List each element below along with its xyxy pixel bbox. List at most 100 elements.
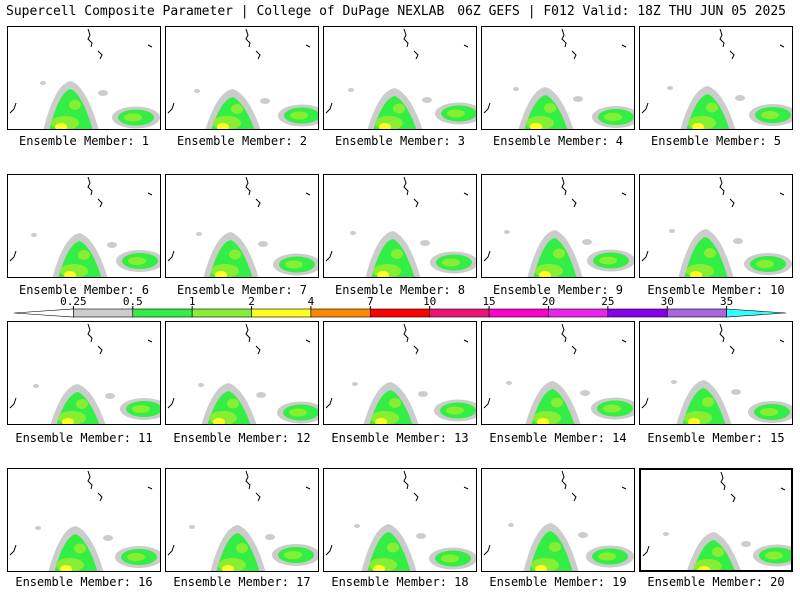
map-canvas	[483, 176, 634, 277]
ensemble-member-label: Ensemble Member: 5	[650, 134, 782, 148]
ensemble-member-map[interactable]	[165, 26, 319, 130]
colorbar-tick-label: 25	[601, 296, 614, 308]
colorbar-tick-label: 7	[367, 296, 374, 308]
scp-contour-low	[348, 88, 354, 92]
scp-contour-low	[671, 380, 677, 384]
scp-contour-yellow	[537, 418, 549, 424]
scp-contour-yellow	[539, 271, 551, 277]
coastline	[463, 339, 469, 343]
scp-contour-low	[741, 541, 751, 547]
ensemble-member-map[interactable]	[639, 174, 793, 278]
ensemble-member-label: Ensemble Member: 7	[176, 283, 308, 297]
scp-contour-lightgreen	[756, 260, 774, 268]
scp-contour-yellow	[377, 271, 389, 277]
scp-contour-lightgreen	[441, 554, 459, 563]
ensemble-member-map[interactable]	[639, 26, 793, 130]
scp-contour-lightgreen	[544, 103, 556, 113]
ensemble-member-map[interactable]	[323, 26, 477, 130]
scp-contour-low	[416, 533, 426, 539]
scp-contour-lightgreen	[231, 104, 243, 114]
scp-contour-lightgreen	[284, 551, 302, 559]
coastline	[167, 544, 175, 556]
ensemble-member-map[interactable]	[7, 468, 161, 572]
map-canvas	[9, 470, 160, 571]
coastline	[97, 50, 103, 60]
ensemble-member-label: Ensemble Member: 2	[176, 134, 308, 148]
ensemble-member-map[interactable]	[165, 468, 319, 572]
coastline	[325, 102, 333, 114]
scp-contour-lightgreen	[704, 248, 716, 258]
scp-contour-lightgreen	[761, 111, 779, 119]
scp-contour-lightgreen	[289, 408, 307, 417]
header-run-info: 06Z GEFS | F012 Valid: 18Z THU JUN 05 20…	[457, 4, 786, 19]
scp-contour-low	[733, 238, 743, 244]
ensemble-member-map[interactable]	[165, 174, 319, 278]
scp-contour-yellow	[222, 565, 234, 571]
map-canvas	[9, 323, 160, 424]
ensemble-member-label: Ensemble Member: 9	[492, 283, 624, 297]
ensemble-member-map[interactable]	[7, 174, 161, 278]
coastline	[255, 198, 261, 208]
ensemble-member-map[interactable]	[323, 321, 477, 425]
ensemble-member-map[interactable]	[7, 26, 161, 130]
ensemble-member-map[interactable]	[481, 321, 635, 425]
scp-contour-low	[667, 86, 673, 90]
scp-contour-low	[196, 232, 202, 236]
coastline	[642, 545, 650, 557]
ensemble-member-label: Ensemble Member: 16	[15, 575, 153, 589]
colorbar-tick-label: 10	[423, 296, 436, 308]
colorbar-segment	[132, 308, 193, 318]
map-canvas	[641, 323, 792, 424]
scp-contour-low	[504, 230, 510, 234]
scp-contour-lightgreen	[78, 250, 90, 260]
ensemble-member-map[interactable]	[481, 26, 635, 130]
map-canvas	[483, 323, 634, 424]
scp-contour-lightgreen	[132, 405, 150, 413]
ensemble-member-map[interactable]	[481, 174, 635, 278]
colorbar-tick-label: 0.25	[60, 296, 87, 308]
coastline	[255, 492, 261, 502]
coastline	[305, 339, 311, 343]
scp-contour-low	[422, 97, 432, 103]
coastline	[9, 397, 17, 409]
ensemble-member-map[interactable]	[165, 321, 319, 425]
scp-contour-lightgreen	[389, 398, 401, 408]
colorbar-tick-label: 1	[189, 296, 196, 308]
coastline	[483, 397, 491, 409]
coastline	[719, 176, 725, 196]
scp-contour-yellow	[215, 271, 227, 277]
scp-contour-low	[418, 391, 428, 397]
scp-contour-low	[105, 393, 115, 399]
scp-contour-lightgreen	[76, 399, 88, 409]
map-canvas	[325, 323, 476, 424]
coastline	[463, 192, 469, 196]
coastline	[325, 397, 333, 409]
ensemble-member-label: Ensemble Member: 17	[173, 575, 311, 589]
ensemble-member-map[interactable]	[323, 174, 477, 278]
coastline	[413, 198, 419, 208]
coastline	[729, 198, 735, 208]
ensemble-member-map[interactable]	[639, 321, 793, 425]
scp-contour-low	[506, 381, 512, 385]
coastline	[255, 345, 261, 355]
scp-contour-low	[578, 532, 588, 538]
coastline	[147, 192, 153, 196]
ensemble-member-map[interactable]	[639, 468, 793, 572]
colorbar-segment	[548, 308, 609, 318]
ensemble-member-map[interactable]	[481, 468, 635, 572]
coastline	[413, 50, 419, 60]
ensemble-member-map[interactable]	[7, 321, 161, 425]
ensemble-member-label: Ensemble Member: 1	[18, 134, 150, 148]
scp-contour-yellow	[690, 271, 702, 277]
scp-contour-low	[508, 523, 514, 527]
scp-contour-low	[735, 95, 745, 101]
colorbar-segment	[251, 308, 312, 318]
colorbar-tick-label: 20	[542, 296, 555, 308]
colorbar-segment	[73, 308, 134, 318]
coastline	[147, 44, 153, 48]
map-canvas	[325, 28, 476, 129]
scp-contour-low	[420, 240, 430, 246]
ensemble-member-map[interactable]	[323, 468, 477, 572]
scp-contour-lightgreen	[599, 256, 617, 265]
scp-contour-low	[103, 535, 113, 541]
